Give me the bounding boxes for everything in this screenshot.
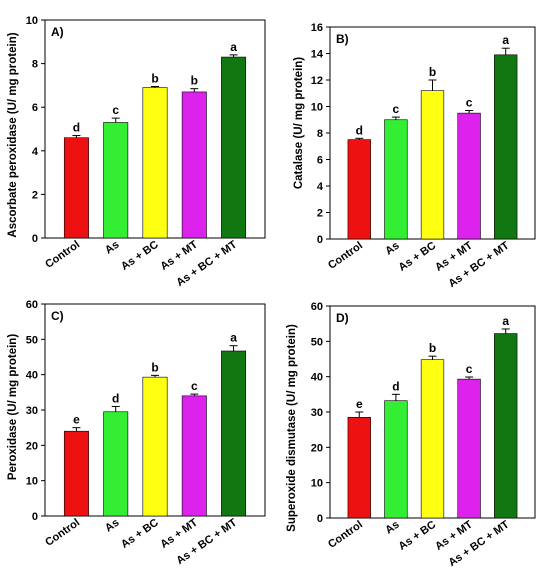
significance-letter: b <box>191 74 198 88</box>
bar-as <box>103 122 129 239</box>
category-label: As + BC <box>119 239 161 273</box>
y-tick-label: 10 <box>26 15 38 27</box>
y-tick-label: 0 <box>317 234 323 246</box>
significance-letter: b <box>429 341 436 355</box>
significance-letter: e <box>356 397 363 411</box>
y-axis-label: Peroxidase (U/ mg protein) <box>7 334 19 481</box>
bar-control <box>347 416 371 519</box>
y-axis-label: Ascorbate peroxidase (U/ mg protein) <box>7 32 19 237</box>
significance-letter: c <box>393 102 400 116</box>
bar-as <box>384 400 408 519</box>
chart-panel-2: 0 2 4 6 8 10 12 14 16 Catalase (U/ mg protein) B) d… <box>293 22 536 290</box>
bar-as-bc <box>142 376 168 517</box>
significance-letter: b <box>151 360 158 374</box>
significance-letter: d <box>356 123 363 137</box>
panel-tag: D) <box>336 311 349 325</box>
category-label: As <box>383 240 401 258</box>
y-tick-label: 0 <box>32 233 38 245</box>
y-tick-label: 10 <box>311 102 323 114</box>
y-tick-label: 50 <box>26 334 38 346</box>
bar-control <box>63 137 89 239</box>
bar-as-mt <box>457 378 481 519</box>
y-tick-label: 4 <box>32 146 39 158</box>
bar-as <box>384 119 408 240</box>
bar-as-mt <box>457 112 481 240</box>
bar-control <box>347 139 371 240</box>
significance-letter: c <box>112 103 119 117</box>
category-label: As + BC <box>397 240 439 274</box>
y-tick-label: 20 <box>311 442 323 454</box>
bar-as-bc-mt <box>494 54 518 240</box>
significance-letter: a <box>502 314 509 328</box>
category-label: Control <box>43 239 82 271</box>
significance-letter: b <box>429 65 436 79</box>
significance-letter: c <box>466 95 473 109</box>
category-label: As <box>103 239 121 257</box>
significance-letter: a <box>230 40 237 54</box>
y-tick-label: 2 <box>32 189 38 201</box>
category-label: As + BC <box>397 519 439 553</box>
y-tick-label: 40 <box>26 370 38 382</box>
y-tick-label: 16 <box>311 22 323 34</box>
y-axis-label: Superoxide dismutase (U/ mg protein) <box>286 324 298 532</box>
significance-letter: d <box>392 379 399 393</box>
y-tick-label: 6 <box>32 102 38 114</box>
category-label: Control <box>43 517 82 549</box>
y-tick-label: 4 <box>317 181 324 193</box>
category-label: Control <box>326 240 365 272</box>
significance-letter: d <box>112 391 119 405</box>
significance-letter: c <box>191 379 198 393</box>
y-tick-label: 6 <box>317 155 323 167</box>
bar-as-bc <box>420 90 445 240</box>
y-tick-label: 12 <box>311 75 323 87</box>
bar-as-mt <box>181 91 207 239</box>
panel-tag: B) <box>336 32 349 46</box>
y-tick-label: 50 <box>311 336 323 348</box>
y-tick-label: 14 <box>311 49 324 61</box>
bar-as-bc <box>142 87 168 239</box>
y-tick-label: 8 <box>32 59 38 71</box>
significance-letter: a <box>502 33 509 47</box>
chart-panel-1: 0 2 4 6 8 10 Ascorbate peroxidase (U/ mg prote… <box>7 15 266 289</box>
bar-as-mt <box>181 395 207 517</box>
bar-as-bc-mt <box>221 56 247 239</box>
y-axis-label: Catalase (U/ mg protein) <box>293 57 305 189</box>
y-tick-label: 8 <box>317 128 323 140</box>
y-tick-label: 20 <box>26 440 38 452</box>
panel-tag: C) <box>51 309 64 323</box>
significance-letter: c <box>466 362 473 376</box>
bar-as <box>103 411 129 517</box>
category-label: As <box>103 517 121 535</box>
bar-as-bc-mt <box>494 333 518 519</box>
bar-as-bc <box>420 359 445 519</box>
y-tick-label: 2 <box>317 208 323 220</box>
category-label: Control <box>326 519 365 551</box>
significance-letter: a <box>230 331 237 345</box>
significance-letter: e <box>73 413 80 427</box>
y-tick-label: 60 <box>311 301 323 313</box>
y-tick-label: 30 <box>311 407 323 419</box>
y-tick-label: 10 <box>26 476 38 488</box>
bar-as-bc-mt <box>221 350 247 517</box>
bar-control <box>63 430 89 517</box>
chart-panel-3: 0 10 20 30 40 50 60 Peroxidase (U/ mg protein) C… <box>7 299 266 567</box>
category-label: As <box>383 519 401 537</box>
significance-letter: d <box>73 121 80 135</box>
y-tick-label: 60 <box>26 299 38 311</box>
y-tick-label: 40 <box>311 372 323 384</box>
y-tick-label: 10 <box>311 478 323 490</box>
panel-tag: A) <box>51 25 64 39</box>
chart-panel-4: 0 10 20 30 40 50 60 Superoxide dismutase (U/ mg… <box>286 301 536 569</box>
y-tick-label: 0 <box>32 511 38 523</box>
significance-letter: b <box>151 71 158 85</box>
y-tick-label: 0 <box>317 513 323 525</box>
y-tick-label: 30 <box>26 405 38 417</box>
category-label: As + BC <box>119 517 161 551</box>
